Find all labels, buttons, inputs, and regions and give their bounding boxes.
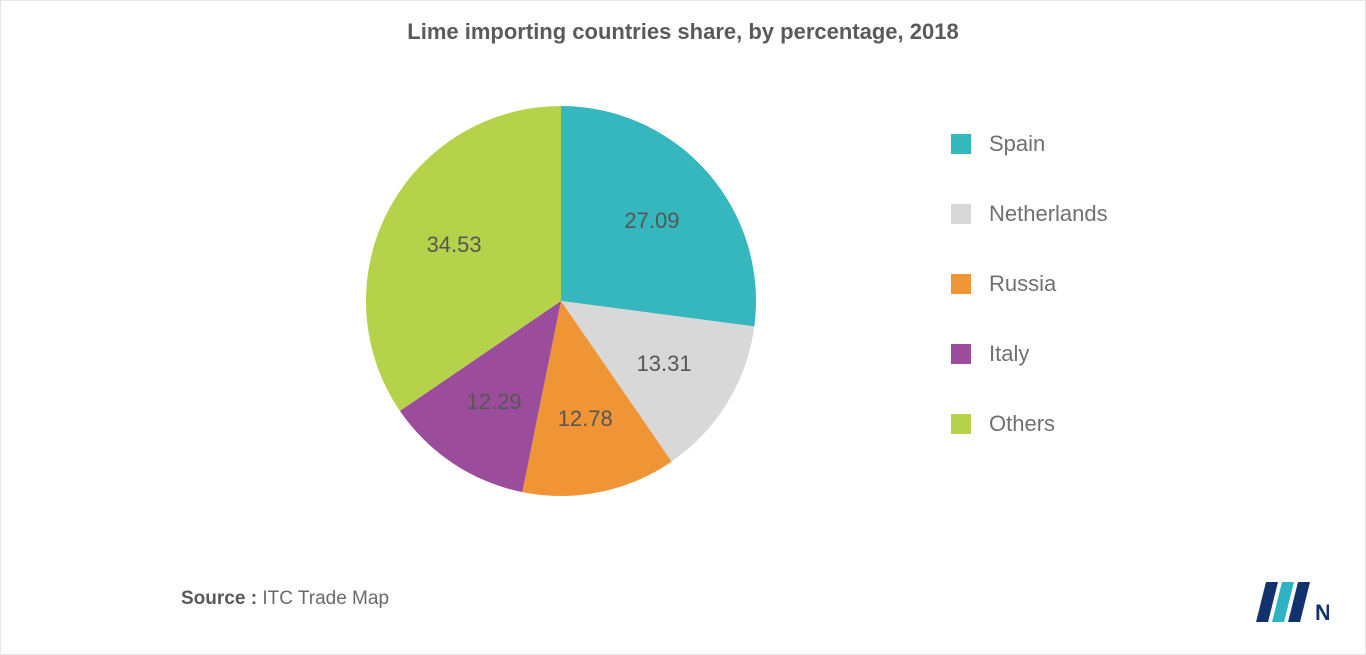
legend-swatch	[951, 344, 971, 364]
slice-value-others: 34.53	[427, 232, 482, 258]
legend-swatch	[951, 134, 971, 154]
legend-item-italy: Italy	[951, 341, 1251, 367]
legend: Spain Netherlands Russia Italy Others	[951, 131, 1251, 481]
legend-label: Others	[989, 411, 1055, 437]
source-prefix: Source :	[181, 588, 257, 609]
slice-value-netherlands: 13.31	[637, 351, 692, 377]
brand-logo: N	[1249, 578, 1329, 624]
legend-swatch	[951, 414, 971, 434]
svg-text:N: N	[1315, 600, 1329, 624]
legend-item-netherlands: Netherlands	[951, 201, 1251, 227]
pie-svg	[351, 91, 771, 511]
pie-chart: 27.09 13.31 12.78 12.29 34.53	[351, 91, 771, 511]
legend-item-russia: Russia	[951, 271, 1251, 297]
slice-value-spain: 27.09	[624, 208, 679, 234]
chart-title: Lime importing countries share, by perce…	[1, 19, 1365, 45]
legend-swatch	[951, 274, 971, 294]
slice-value-italy: 12.29	[467, 389, 522, 415]
chart-frame: Lime importing countries share, by perce…	[0, 0, 1366, 655]
legend-label: Russia	[989, 271, 1056, 297]
legend-item-spain: Spain	[951, 131, 1251, 157]
slice-value-russia: 12.78	[558, 406, 613, 432]
legend-item-others: Others	[951, 411, 1251, 437]
source-text: ITC Trade Map	[262, 588, 389, 609]
legend-label: Italy	[989, 341, 1029, 367]
legend-label: Netherlands	[989, 201, 1108, 227]
source-line: Source : ITC Trade Map	[181, 588, 389, 610]
legend-swatch	[951, 204, 971, 224]
legend-label: Spain	[989, 131, 1045, 157]
